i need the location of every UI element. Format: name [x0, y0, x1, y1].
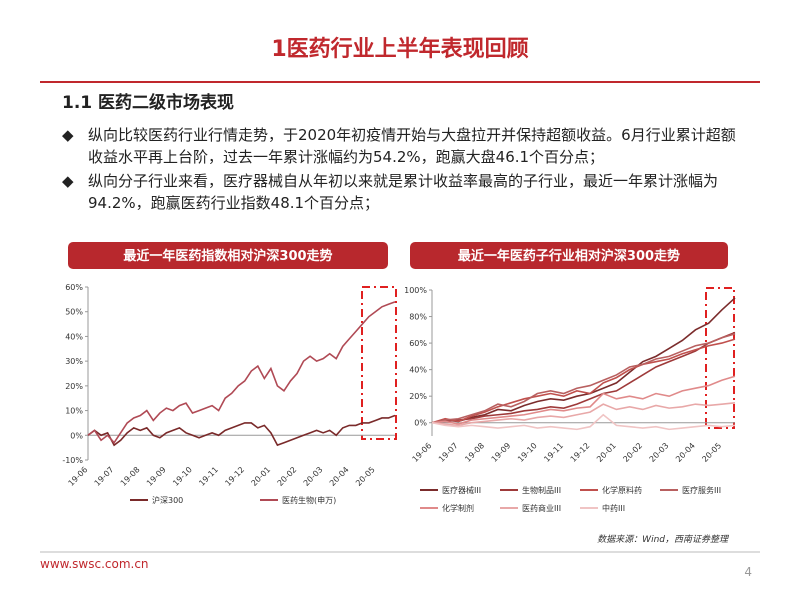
bullet-text: 纵向分子行业来看，医疗器械自从年初以来就是累计收益率最高的子行业，最近一年累计涨…: [88, 172, 719, 212]
y-tick-label: 50%: [65, 308, 83, 317]
chart2-header: [410, 242, 728, 269]
x-tick-label: 19-12: [223, 465, 246, 488]
x-tick-label: 19-08: [119, 465, 142, 488]
legend-label: 化学原料药: [602, 485, 642, 495]
series-line: [431, 413, 736, 431]
chart2-title: 最近一年医药子行业相对沪深300走势: [458, 248, 680, 264]
x-tick-label: 19-10: [516, 441, 539, 464]
x-tick-label: 20-04: [328, 465, 351, 488]
x-tick-label: 19-08: [463, 441, 486, 464]
legend-label: 化学制剂: [442, 503, 474, 513]
series-line: [431, 375, 736, 425]
x-tick-label: 19-11: [197, 465, 220, 488]
y-tick-label: 40%: [65, 332, 83, 341]
series-line: [87, 414, 396, 447]
y-tick-label: 40%: [409, 366, 427, 375]
y-tick-label: 0%: [414, 419, 427, 428]
y-tick-label: 60%: [409, 339, 427, 348]
y-tick-label: 100%: [404, 286, 427, 295]
legend-label: 医疗器械III: [442, 485, 481, 495]
y-tick-label: 80%: [409, 313, 427, 322]
highlight-box: [361, 286, 397, 440]
bullet: ◆ 纵向比较医药行业行情走势，于2020年初疫情开始与大盘拉开并保持超额收益。6月…: [62, 124, 742, 168]
x-tick-label: 20-01: [595, 441, 618, 464]
series-line: [87, 301, 396, 445]
x-tick-label: 19-11: [542, 441, 565, 464]
series-line: [431, 338, 736, 424]
y-tick-label: -10%: [62, 456, 83, 465]
x-tick-label: 20-02: [276, 465, 299, 488]
y-tick-label: 30%: [65, 357, 83, 366]
y-tick-label: 0%: [70, 431, 83, 440]
legend-label: 医药商业III: [522, 503, 561, 513]
bullet: ◆ 纵向分子行业来看，医疗器械自从年初以来就是累计收益率最高的子行业，最近一年累计…: [62, 170, 742, 214]
legend-label: 生物制品III: [522, 485, 561, 495]
highlight-box: [705, 287, 735, 429]
x-tick-label: 19-09: [490, 441, 513, 464]
x-tick-label: 19-06: [67, 465, 90, 488]
x-tick-label: 19-07: [93, 465, 116, 488]
legend-label: 中药III: [602, 503, 625, 513]
page-number: 4: [744, 565, 752, 579]
x-tick-label: 20-05: [700, 441, 723, 464]
y-tick-label: 60%: [65, 283, 83, 292]
chart1-header: [68, 242, 388, 269]
bullet-text: 纵向比较医药行业行情走势，于2020年初疫情开始与大盘拉开并保持超额收益。6月行…: [88, 126, 736, 166]
y-tick-label: 10%: [65, 407, 83, 416]
x-tick-label: 20-05: [354, 465, 377, 488]
y-tick-label: 20%: [409, 392, 427, 401]
x-tick-label: 19-10: [171, 465, 194, 488]
legend-label: 医疗服务III: [682, 485, 721, 495]
x-tick-label: 20-01: [250, 465, 273, 488]
legend-label: 医药生物(申万): [282, 495, 336, 505]
slide-title: 1医药行业上半年表现回顾: [271, 36, 528, 62]
x-tick-label: 20-02: [621, 441, 644, 464]
y-tick-label: 20%: [65, 382, 83, 391]
series-line: [431, 333, 736, 424]
series-line: [431, 331, 736, 424]
section-title: 1.1 医药二级市场表现: [62, 92, 234, 113]
series-line: [431, 402, 736, 427]
x-tick-label: 19-09: [145, 465, 168, 488]
legend-label: 沪深300: [152, 495, 183, 505]
footer-url: www.swsc.com.cn: [40, 557, 149, 571]
x-tick-label: 19-07: [437, 441, 460, 464]
source-note: 数据来源：Wind，西南证券整理: [597, 534, 730, 545]
chart1-title: 最近一年医药指数相对沪深300走势: [123, 248, 332, 264]
x-tick-label: 20-03: [302, 465, 325, 488]
x-tick-label: 20-04: [674, 441, 697, 464]
series-line: [431, 297, 736, 424]
x-tick-label: 19-12: [569, 441, 592, 464]
x-tick-label: 19-06: [411, 441, 434, 464]
x-tick-label: 20-03: [648, 441, 671, 464]
